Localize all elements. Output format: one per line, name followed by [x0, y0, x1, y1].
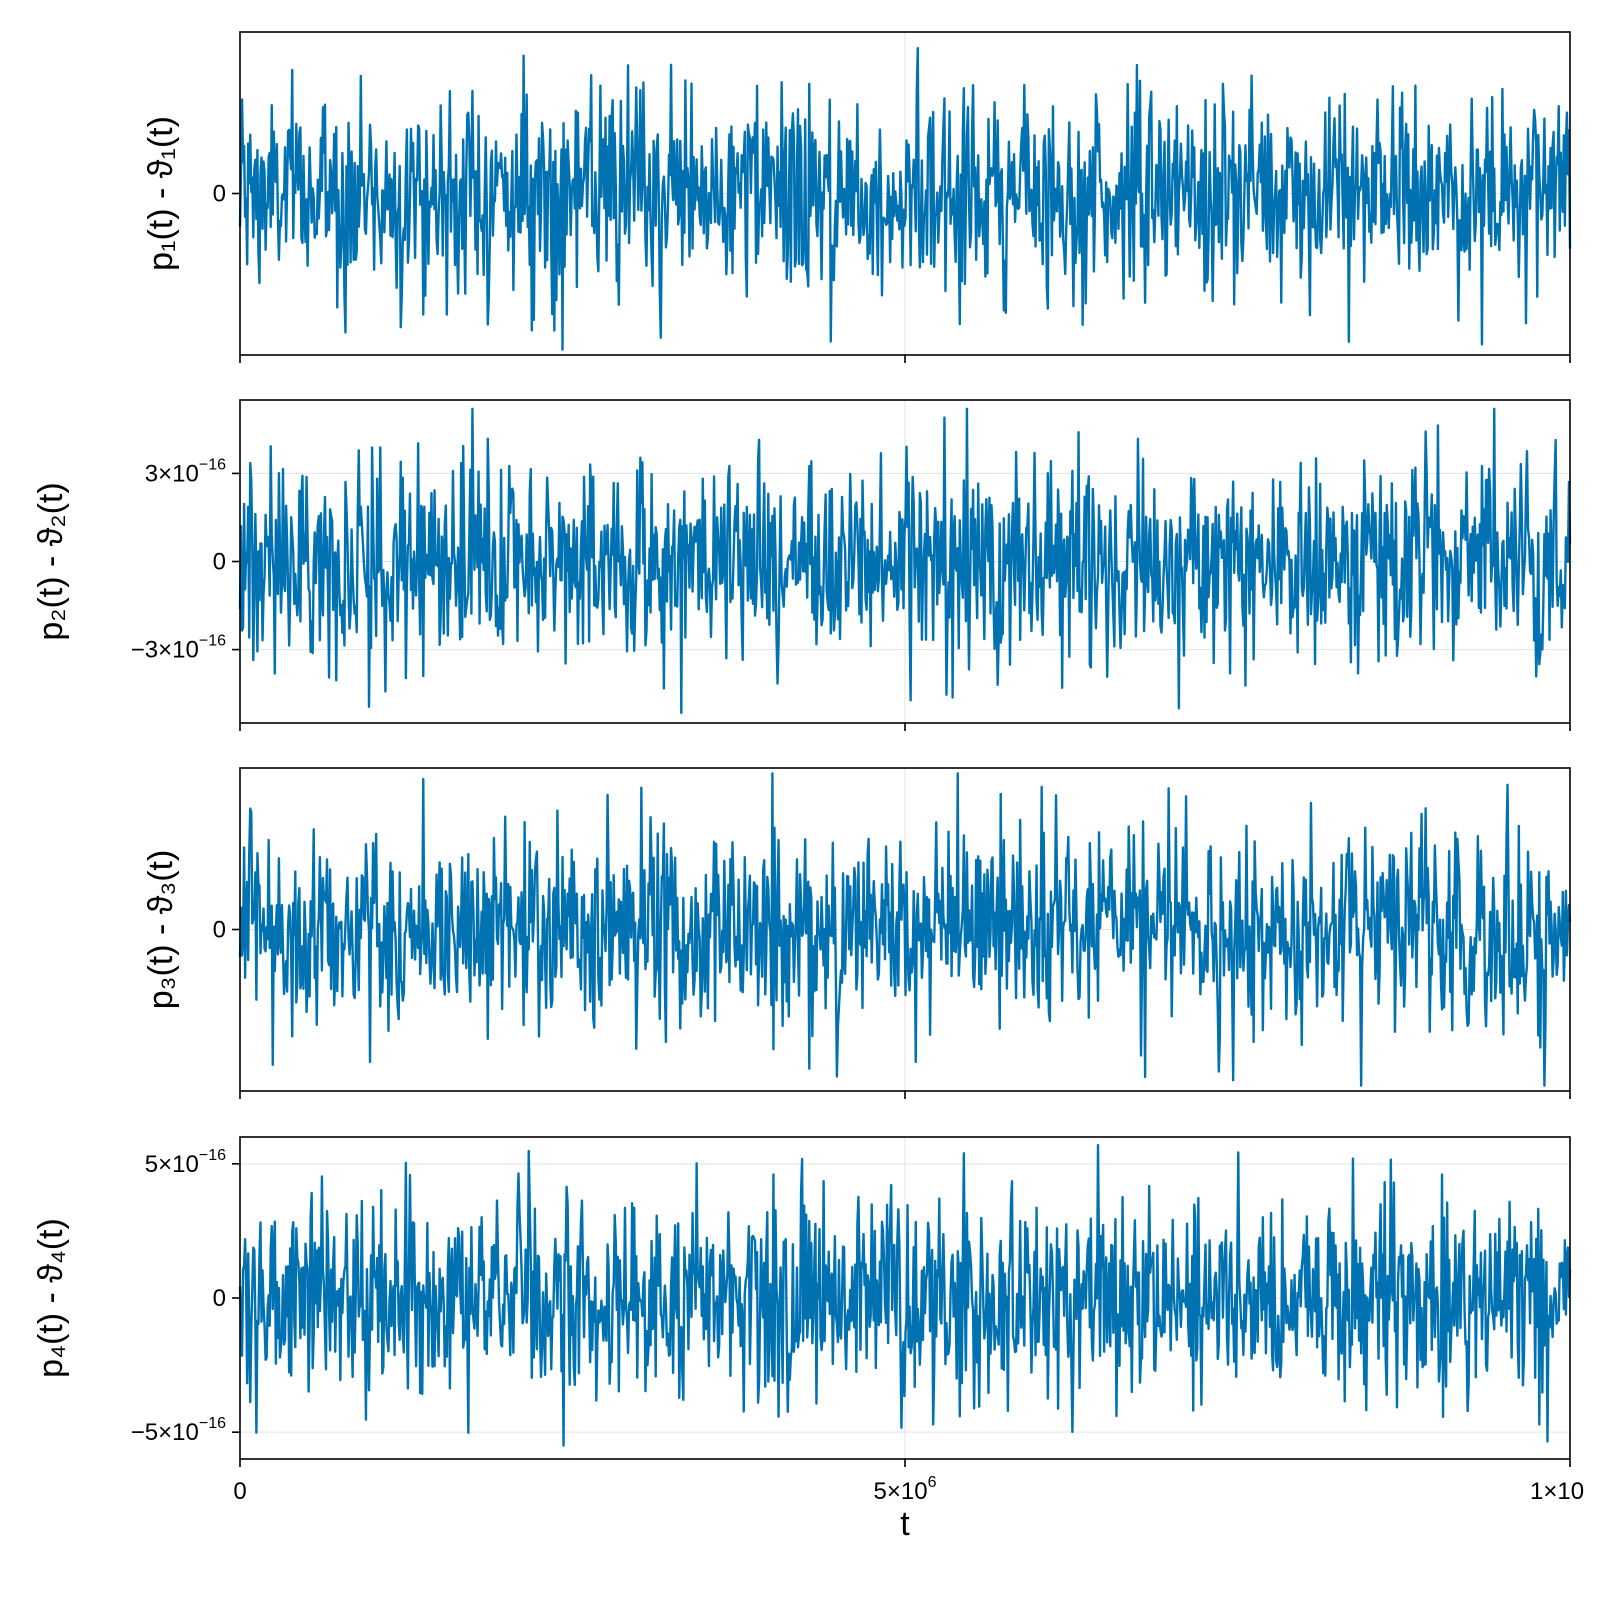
- y-tick-label-base: 0: [213, 917, 226, 944]
- y-axis-title: p₂(t) - ϑ₂(t): [32, 482, 70, 640]
- x-tick-label-exp: 6: [928, 1474, 937, 1491]
- y-tick-label-base: 0: [213, 181, 226, 208]
- x-tick-label-base: 1×10: [1530, 1478, 1584, 1505]
- y-tick-label-exp: −16: [199, 1147, 226, 1164]
- series-line-3: [238, 772, 1572, 1087]
- y-tick-label: −3×10−16: [131, 633, 226, 664]
- y-tick-label-base: 0: [213, 1285, 226, 1312]
- y-tick-label-base: 0: [213, 549, 226, 576]
- y-tick-label-base: 5×10: [145, 1151, 199, 1178]
- y-tick-label-base: 3×10: [145, 460, 199, 487]
- y-tick-label: 0: [213, 549, 226, 576]
- y-tick-label-exp: −16: [199, 1415, 226, 1432]
- x-axis-title: t: [900, 1505, 910, 1543]
- panel-3: 0 p₃(t) - ϑ₃(t): [142, 767, 1572, 1099]
- x-tick-label: 0: [233, 1478, 246, 1505]
- y-tick-label-base: −3×10: [131, 637, 199, 664]
- y-tick-label: −5×10−16: [131, 1415, 226, 1446]
- x-tick-label-base: 0: [233, 1478, 246, 1505]
- y-tick-label: 0: [213, 917, 226, 944]
- x-tick-label-base: 5×10: [874, 1478, 928, 1505]
- series-line-4: [238, 1143, 1572, 1447]
- series-line-2: [238, 407, 1572, 715]
- x-tick-label: 1×10: [1530, 1478, 1584, 1505]
- y-tick-label-base: −5×10: [131, 1419, 199, 1446]
- y-tick-label-exp: −16: [199, 633, 226, 650]
- y-tick-label-exp: −16: [199, 456, 226, 473]
- y-axis-title: p₄(t) - ϑ₄(t): [32, 1218, 70, 1378]
- x-tick-label: 5×106: [874, 1474, 937, 1505]
- y-tick-label: 3×10−16: [145, 456, 226, 487]
- y-tick-label: 0: [213, 1285, 226, 1312]
- series-line-1: [238, 46, 1572, 351]
- y-tick-label: 5×10−16: [145, 1147, 226, 1178]
- panel-1: 0 p₁(t) - ϑ₁(t): [142, 31, 1572, 363]
- y-tick-label: 0: [213, 181, 226, 208]
- y-axis-title: p₁(t) - ϑ₁(t): [142, 116, 180, 271]
- y-axis-title: p₃(t) - ϑ₃(t): [142, 850, 180, 1010]
